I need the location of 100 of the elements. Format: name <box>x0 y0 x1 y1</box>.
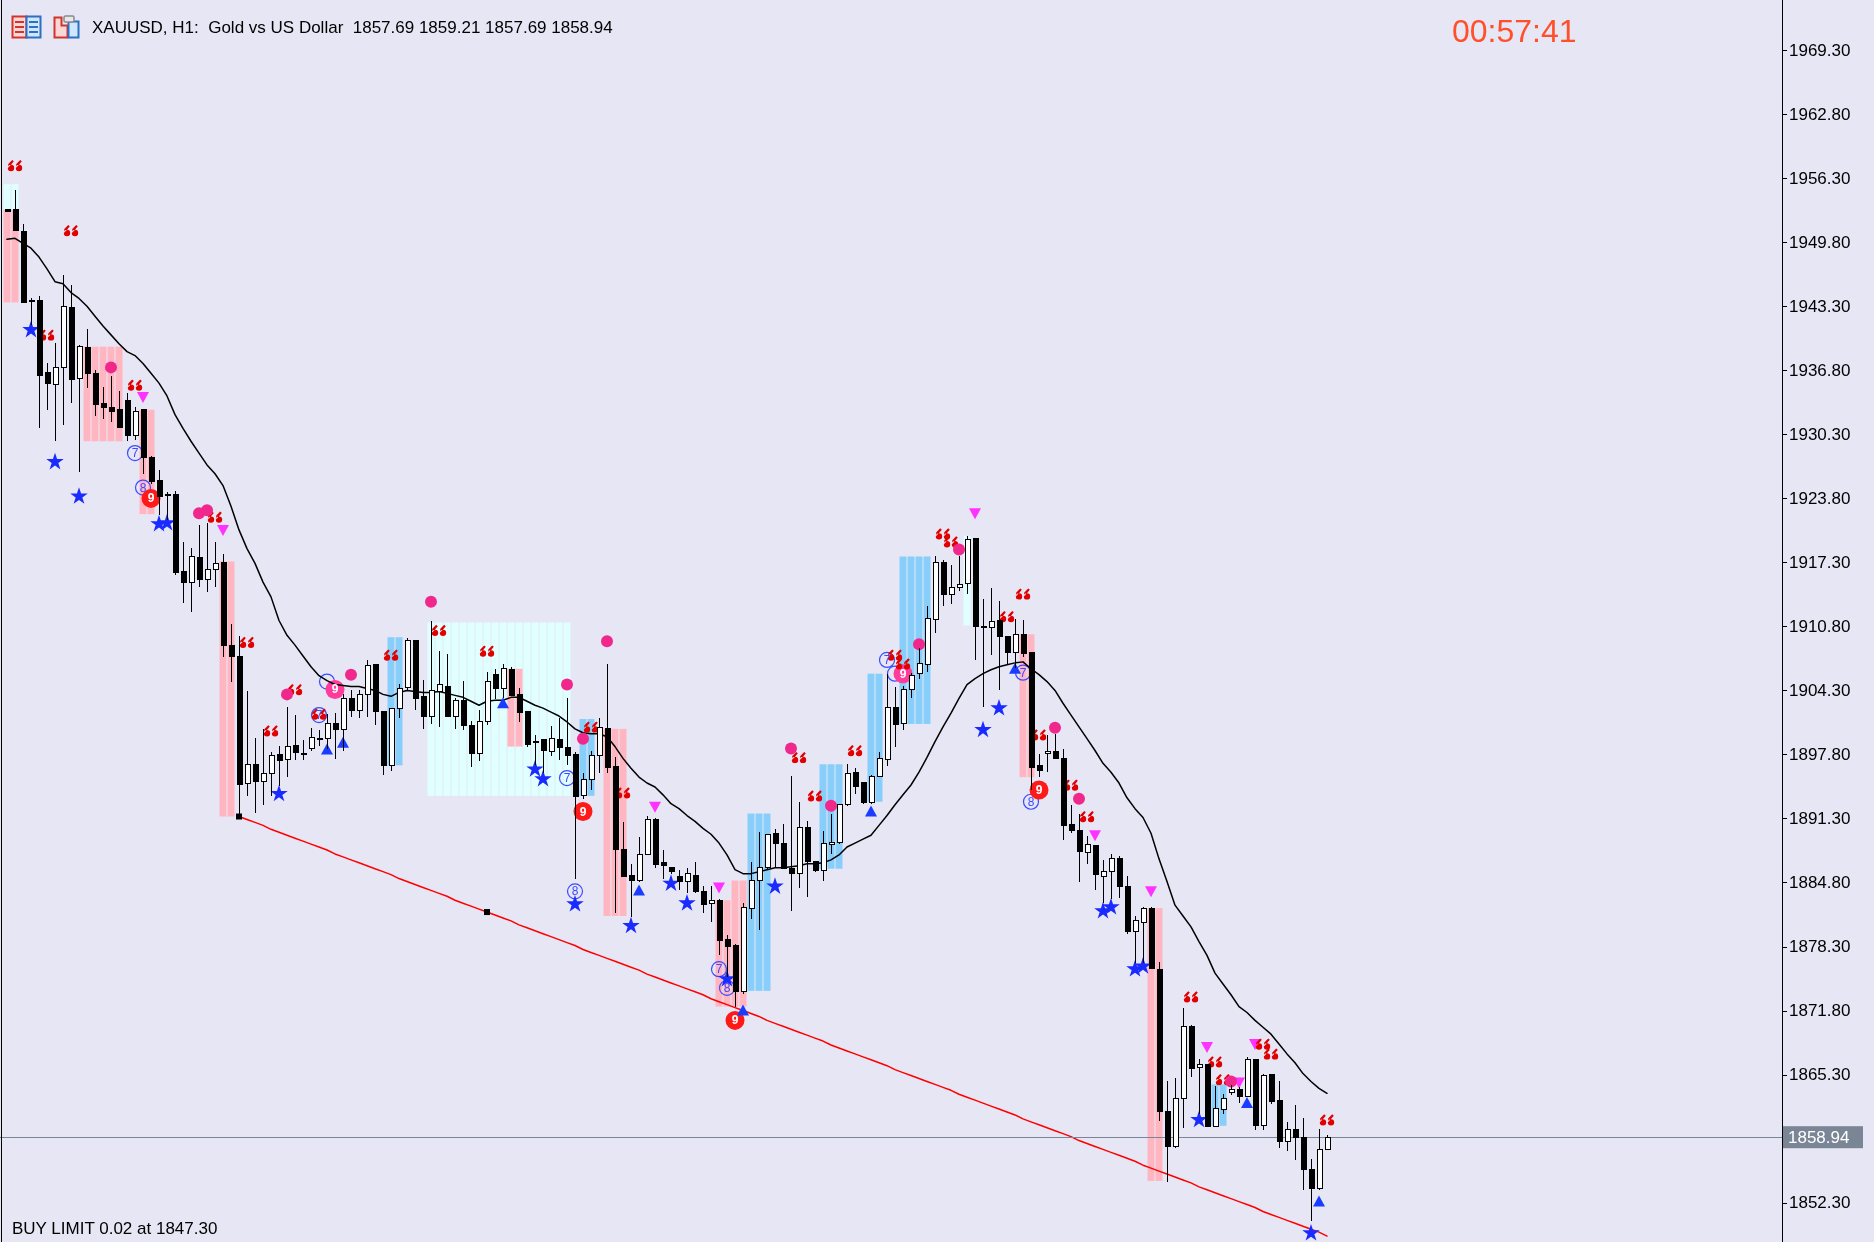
point <box>622 916 640 934</box>
point <box>561 678 573 691</box>
point <box>999 611 1015 623</box>
y-tick-label: 1962.80 <box>1789 104 1851 124</box>
point <box>1313 1195 1325 1207</box>
point <box>974 720 992 738</box>
point <box>1079 811 1095 823</box>
point <box>1183 991 1199 1003</box>
y-tick-label: 1930.30 <box>1789 424 1851 444</box>
point <box>236 813 242 820</box>
point <box>479 645 495 657</box>
text: 9 <box>579 804 587 819</box>
point <box>807 790 823 802</box>
point <box>281 688 293 701</box>
point <box>484 909 490 916</box>
point <box>913 638 925 651</box>
point <box>583 721 599 733</box>
y-tick-label: 1884.80 <box>1789 873 1851 892</box>
point <box>678 893 696 911</box>
point <box>935 528 951 540</box>
series-label: 8 <box>1027 794 1035 809</box>
point <box>737 1004 749 1016</box>
point <box>566 894 584 912</box>
point <box>345 668 357 681</box>
y-tick-label: 1871.80 <box>1789 1001 1851 1021</box>
point <box>1255 1038 1271 1050</box>
point <box>825 799 837 812</box>
point <box>7 159 23 172</box>
point <box>321 743 333 755</box>
point <box>1089 830 1101 842</box>
point <box>943 536 959 548</box>
point <box>1102 897 1120 915</box>
point <box>1207 1056 1223 1068</box>
text: XAUUSD, H1: Gold vs US Dollar 1857.69 1859.21 1857.69 1858.94 <box>92 18 613 37</box>
y-tick-label: 1969.30 <box>1789 40 1851 60</box>
point <box>127 379 143 391</box>
point <box>105 361 117 374</box>
point <box>1319 1114 1335 1126</box>
point <box>990 698 1008 716</box>
candlestick <box>300 739 307 761</box>
y-tick-label: 1910.80 <box>1789 616 1851 636</box>
point <box>1263 1048 1279 1060</box>
point <box>791 751 807 764</box>
point <box>383 649 399 661</box>
point <box>1015 588 1031 600</box>
y-tick-label: 1852.30 <box>1789 1193 1851 1213</box>
series-label: 7 <box>563 771 571 786</box>
text: 00:57:41 <box>1452 13 1577 49</box>
point <box>526 760 544 777</box>
text: 8 <box>723 980 731 995</box>
point <box>713 882 725 894</box>
point <box>1073 792 1085 805</box>
text: 7 <box>1019 665 1027 680</box>
point <box>895 658 911 670</box>
ref-line-label: 1858.94 <box>1788 1127 1850 1147</box>
point <box>1201 1041 1213 1053</box>
point <box>239 636 255 648</box>
y-tick-label: 1891.30 <box>1789 808 1851 828</box>
text: 8 <box>139 480 147 495</box>
point <box>1049 721 1061 734</box>
point <box>46 452 64 470</box>
y-tick-label: 1897.80 <box>1789 744 1851 764</box>
y-tick-label: 1949.80 <box>1789 232 1851 252</box>
point <box>137 391 149 403</box>
point <box>847 745 863 757</box>
text: 9 <box>331 682 339 697</box>
text: 8 <box>571 884 579 899</box>
point <box>785 742 797 755</box>
text: 9 <box>731 1013 739 1028</box>
point <box>1009 662 1021 674</box>
point <box>431 624 447 637</box>
point <box>497 697 509 709</box>
point <box>662 874 680 891</box>
y-tick-label: 1923.80 <box>1789 488 1851 508</box>
text: 7 <box>315 708 323 723</box>
y-tick-label: 1904.30 <box>1789 680 1851 700</box>
y-tick-label: 1917.30 <box>1789 552 1851 572</box>
text: 9 <box>1035 782 1043 797</box>
y-tick-label: 1936.80 <box>1789 360 1851 380</box>
point <box>633 884 645 896</box>
point <box>577 732 589 745</box>
point <box>649 801 661 813</box>
point <box>70 487 88 504</box>
point <box>425 595 437 608</box>
point <box>865 805 877 817</box>
point <box>263 725 279 737</box>
y-tick-label: 1943.30 <box>1789 296 1851 316</box>
text: 7 <box>131 446 139 461</box>
text: 7 <box>883 652 891 667</box>
text: 9 <box>899 666 907 681</box>
annotation: BUY LIMIT 0.02 at 1847.30 <box>12 1219 218 1238</box>
point <box>63 224 79 237</box>
point <box>766 877 784 894</box>
point <box>953 543 965 556</box>
point <box>201 504 213 517</box>
point <box>217 524 229 536</box>
y-tick-label: 1956.30 <box>1789 168 1851 188</box>
y-tick-label: 1865.30 <box>1789 1065 1851 1085</box>
point <box>1225 1075 1237 1088</box>
point <box>270 784 288 802</box>
